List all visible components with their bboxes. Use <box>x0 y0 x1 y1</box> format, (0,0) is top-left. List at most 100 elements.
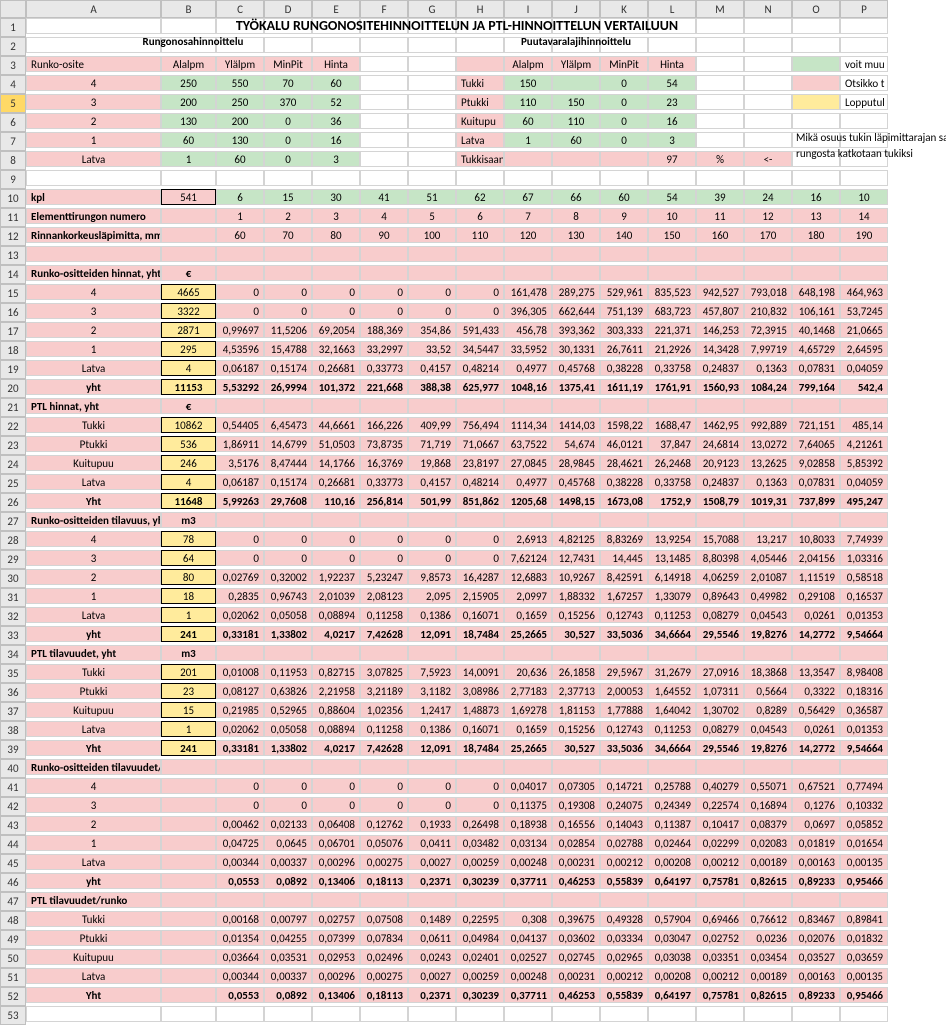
cell-I48[interactable]: 0,308 <box>504 911 552 927</box>
cell-F45[interactable]: 0,00275 <box>360 854 408 870</box>
cell-O16[interactable]: 106,161 <box>792 303 840 319</box>
cell-I52[interactable]: 0,37711 <box>504 987 552 1003</box>
cell-E13[interactable] <box>312 246 360 262</box>
cell-G37[interactable]: 1,2417 <box>408 702 456 718</box>
cell-C28[interactable]: 0 <box>216 531 264 547</box>
cell-L11[interactable]: 10 <box>648 208 696 224</box>
cell-F11[interactable]: 4 <box>360 208 408 224</box>
cell-K27[interactable] <box>600 512 648 528</box>
cell-B49[interactable] <box>161 930 216 946</box>
cell-E7[interactable]: 16 <box>312 132 360 148</box>
cell-D12[interactable]: 70 <box>264 227 312 243</box>
cell-L23[interactable]: 37,847 <box>648 436 696 452</box>
cell-H16[interactable]: 0 <box>456 303 504 319</box>
cell-N3[interactable] <box>744 56 792 72</box>
col-header-P[interactable]: P <box>840 0 888 18</box>
cell-K43[interactable]: 0,14043 <box>600 816 648 832</box>
cell-A26[interactable]: Yht <box>26 493 161 509</box>
cell-M2[interactable] <box>696 37 744 53</box>
cell-A32[interactable]: Latva <box>26 607 161 623</box>
cell-F43[interactable]: 0,12762 <box>360 816 408 832</box>
cell-O25[interactable]: 0,07831 <box>792 474 840 490</box>
cell-N32[interactable]: 0,04543 <box>744 607 792 623</box>
cell-B20[interactable]: 11153 <box>161 379 216 395</box>
cell-G39[interactable]: 12,091 <box>408 740 456 756</box>
cell-N42[interactable]: 0,16894 <box>744 797 792 813</box>
cell-E28[interactable]: 0 <box>312 531 360 547</box>
cell-C3[interactable]: Ylälpm <box>216 56 264 72</box>
cell-A52[interactable]: Yht <box>26 987 161 1003</box>
cell-D37[interactable]: 0,52965 <box>264 702 312 718</box>
cell-M33[interactable]: 29,5546 <box>696 626 744 642</box>
cell-F21[interactable] <box>360 398 408 414</box>
row-header-4[interactable]: 4 <box>0 75 26 94</box>
col-header-E[interactable]: E <box>312 0 360 18</box>
cell-I8[interactable] <box>504 151 552 167</box>
cell-P49[interactable]: 0,01832 <box>840 930 888 946</box>
cell-M20[interactable]: 1560,93 <box>696 379 744 395</box>
cell-F7[interactable] <box>360 132 408 148</box>
cell-L21[interactable] <box>648 398 696 414</box>
cell-A18[interactable]: 1 <box>26 341 161 357</box>
cell-M37[interactable]: 1,30702 <box>696 702 744 718</box>
cell-P29[interactable]: 1,03316 <box>840 550 888 566</box>
cell-E33[interactable]: 4,0217 <box>312 626 360 642</box>
cell-E4[interactable]: 60 <box>312 75 360 91</box>
cell-N44[interactable]: 0,02083 <box>744 835 792 851</box>
cell-A7[interactable]: 1 <box>26 132 161 148</box>
cell-H11[interactable]: 6 <box>456 208 504 224</box>
cell-G35[interactable]: 7,5923 <box>408 664 456 680</box>
cell-B23[interactable]: 536 <box>161 436 216 452</box>
row-header-43[interactable]: 43 <box>0 816 26 835</box>
cell-F23[interactable]: 73,8735 <box>360 436 408 452</box>
cell-N36[interactable]: 0,5664 <box>744 683 792 699</box>
cell-I37[interactable]: 1,69278 <box>504 702 552 718</box>
cell-F49[interactable]: 0,07834 <box>360 930 408 946</box>
cell-N6[interactable] <box>744 113 792 129</box>
cell-D40[interactable] <box>264 759 312 775</box>
cell-C7[interactable]: 130 <box>216 132 264 148</box>
cell-H9[interactable] <box>456 170 504 186</box>
cell-N9[interactable] <box>744 170 792 186</box>
cell-J26[interactable]: 1498,15 <box>552 493 600 509</box>
cell-E47[interactable] <box>312 892 360 908</box>
cell-F39[interactable]: 7,42628 <box>360 740 408 756</box>
cell-B17[interactable]: 2871 <box>161 322 216 338</box>
cell-E48[interactable]: 0,02757 <box>312 911 360 927</box>
cell-L50[interactable]: 0,03038 <box>648 949 696 965</box>
cell-L31[interactable]: 1,33079 <box>648 588 696 604</box>
row-header-25[interactable]: 25 <box>0 474 26 493</box>
row-header-45[interactable]: 45 <box>0 854 26 873</box>
cell-C8[interactable]: 60 <box>216 151 264 167</box>
cell-P17[interactable]: 21,0665 <box>840 322 888 338</box>
cell-K11[interactable]: 9 <box>600 208 648 224</box>
cell-L9[interactable] <box>648 170 696 186</box>
cell-F26[interactable]: 256,814 <box>360 493 408 509</box>
cell-I5[interactable]: 110 <box>504 94 552 110</box>
cell-H7[interactable]: Latva <box>456 132 504 148</box>
cell-F18[interactable]: 33,2997 <box>360 341 408 357</box>
cell-J45[interactable]: 0,00231 <box>552 854 600 870</box>
cell-A31[interactable]: 1 <box>26 588 161 604</box>
cell-D53[interactable] <box>264 1006 312 1022</box>
cell-J42[interactable]: 0,19308 <box>552 797 600 813</box>
cell-L8[interactable]: 97 <box>648 151 696 167</box>
cell-I21[interactable] <box>504 398 552 414</box>
cell-M47[interactable] <box>696 892 744 908</box>
cell-G11[interactable]: 5 <box>408 208 456 224</box>
cell-I6[interactable]: 60 <box>504 113 552 129</box>
cell-K18[interactable]: 26,7611 <box>600 341 648 357</box>
cell-I46[interactable]: 0,37711 <box>504 873 552 889</box>
cell-F5[interactable] <box>360 94 408 110</box>
cell-N8[interactable]: <- <box>744 151 792 167</box>
cell-C4[interactable]: 550 <box>216 75 264 91</box>
cell-N13[interactable] <box>744 246 792 262</box>
cell-C53[interactable] <box>216 1006 264 1022</box>
cell-L13[interactable] <box>648 246 696 262</box>
corner-cell[interactable] <box>0 0 26 18</box>
cell-F28[interactable]: 0 <box>360 531 408 547</box>
cell-C18[interactable]: 4,53596 <box>216 341 264 357</box>
cell-E42[interactable]: 0 <box>312 797 360 813</box>
cell-E25[interactable]: 0,26681 <box>312 474 360 490</box>
cell-O5[interactable] <box>792 94 840 110</box>
